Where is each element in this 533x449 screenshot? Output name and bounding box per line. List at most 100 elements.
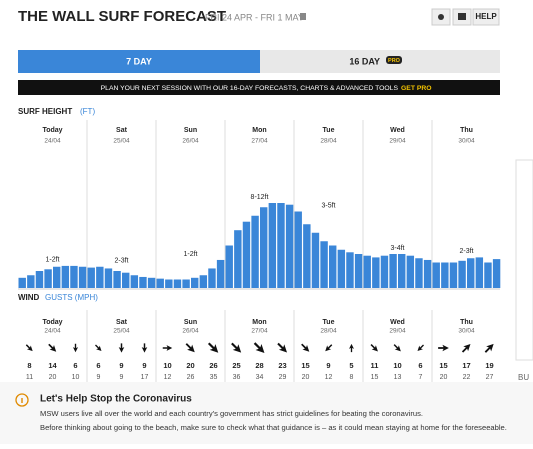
wind-gust: 20 — [49, 374, 57, 381]
surf-range: 1-2ft — [45, 257, 59, 264]
notice-line: Before thinking about going to the beach… — [40, 423, 507, 432]
day-name: Thu — [460, 127, 473, 134]
wind-speed: 20 — [186, 361, 194, 370]
day-name: Today — [42, 127, 62, 134]
notice-title: Let's Help Stop the Coronavirus — [40, 394, 192, 405]
side-panel — [515, 159, 533, 361]
wind-arrow — [484, 343, 494, 353]
wind-gust: 20 — [302, 374, 310, 381]
surf-bar — [441, 262, 449, 288]
surf-range: 3-4ft — [390, 245, 404, 252]
wind-gust: 11 — [26, 374, 33, 381]
wind-gust: 13 — [394, 374, 402, 381]
notice-line: MSW users live all over the world and ea… — [40, 409, 423, 418]
surf-bar — [467, 258, 475, 288]
tab-16day[interactable] — [260, 50, 500, 73]
wind-gust: 26 — [187, 374, 195, 381]
wind-gust: 29 — [279, 374, 287, 381]
wind-arrow — [141, 343, 148, 353]
wind-gust: 22 — [463, 374, 471, 381]
surf-bar — [87, 267, 95, 288]
surf-bar — [285, 204, 294, 288]
surf-bar — [234, 230, 242, 288]
wind-speed: 6 — [418, 361, 422, 370]
surf-bar — [406, 255, 415, 288]
surf-bar — [130, 275, 139, 288]
wind-speed: 17 — [462, 361, 470, 370]
day-date: 27/04 — [251, 138, 268, 145]
surf-bar — [216, 259, 225, 288]
surf-unit: (FT) — [80, 107, 95, 116]
surf-bar — [311, 232, 320, 288]
surf-range: 2-3ft — [459, 248, 473, 255]
wind-speed: 19 — [485, 361, 493, 370]
wind-gust: 9 — [120, 374, 124, 381]
wind-speed: 6 — [96, 361, 100, 370]
wind-arrow — [417, 344, 424, 352]
wind-arrow — [301, 343, 310, 352]
wind-speed: 10 — [163, 361, 171, 370]
wind-arrow — [277, 342, 288, 353]
surf-bar — [61, 265, 70, 288]
day-date: 24/04 — [44, 138, 61, 145]
day-date: 25/04 — [113, 328, 130, 335]
wind-speed: 23 — [278, 361, 286, 370]
surf-bar — [492, 259, 501, 288]
wind-gust: 20 — [440, 374, 448, 381]
surf-bar — [277, 203, 285, 288]
wind-arrow — [231, 342, 242, 353]
surf-bar — [354, 254, 363, 288]
help-button[interactable] — [472, 8, 500, 26]
wind-speed: 10 — [393, 361, 401, 370]
surf-bar — [260, 207, 268, 288]
surf-bar — [415, 258, 423, 288]
wind-speed: 6 — [73, 361, 77, 370]
surf-bar — [53, 266, 61, 288]
promo-link[interactable]: GET PRO — [401, 85, 432, 92]
surf-bar — [78, 266, 87, 288]
surf-bar — [191, 277, 199, 288]
wind-gust: 8 — [350, 374, 354, 381]
surf-bar — [242, 221, 251, 288]
surf-bar — [173, 279, 182, 288]
surf-bar — [70, 265, 78, 288]
surf-bar — [346, 252, 354, 288]
wind-gust: 35 — [210, 374, 218, 381]
wind-arrow — [438, 344, 449, 352]
wind-speed: 9 — [326, 361, 330, 370]
wind-gust: 34 — [256, 374, 264, 381]
surf-bar — [147, 277, 156, 288]
day-date: 28/04 — [320, 138, 337, 145]
surf-range: 1-2ft — [183, 251, 197, 258]
pro-label: PRO — [388, 58, 401, 64]
wind-gust: 36 — [233, 374, 241, 381]
gear-icon — [438, 14, 444, 20]
day-date: 30/04 — [458, 138, 475, 145]
wind-gust: 9 — [97, 374, 101, 381]
day-date: 28/04 — [320, 328, 337, 335]
day-name: Mon — [252, 319, 266, 326]
day-date: 26/04 — [182, 138, 199, 145]
notice-box — [0, 382, 533, 444]
day-date: 30/04 — [458, 328, 475, 335]
wind-speed: 11 — [371, 361, 379, 370]
day-name: Sun — [184, 127, 197, 134]
wind-arrow — [185, 343, 195, 353]
surf-bar — [165, 279, 173, 288]
wind-gust: 10 — [72, 374, 80, 381]
surf-bar — [363, 255, 371, 288]
surf-bar — [432, 262, 440, 288]
wind-gust: 27 — [486, 374, 494, 381]
promo-banner[interactable] — [18, 80, 500, 95]
surf-range: 2-3ft — [114, 258, 128, 265]
surf-bar — [372, 257, 380, 288]
surf-bar — [475, 257, 484, 288]
day-name: Wed — [390, 319, 405, 326]
day-name: Tue — [323, 127, 335, 134]
side-text: BU — [518, 373, 529, 382]
calendar-icon[interactable] — [300, 13, 306, 20]
tab-7day[interactable] — [18, 50, 260, 73]
surf-bar — [380, 255, 389, 288]
tab-label: 7 DAY — [126, 56, 152, 66]
